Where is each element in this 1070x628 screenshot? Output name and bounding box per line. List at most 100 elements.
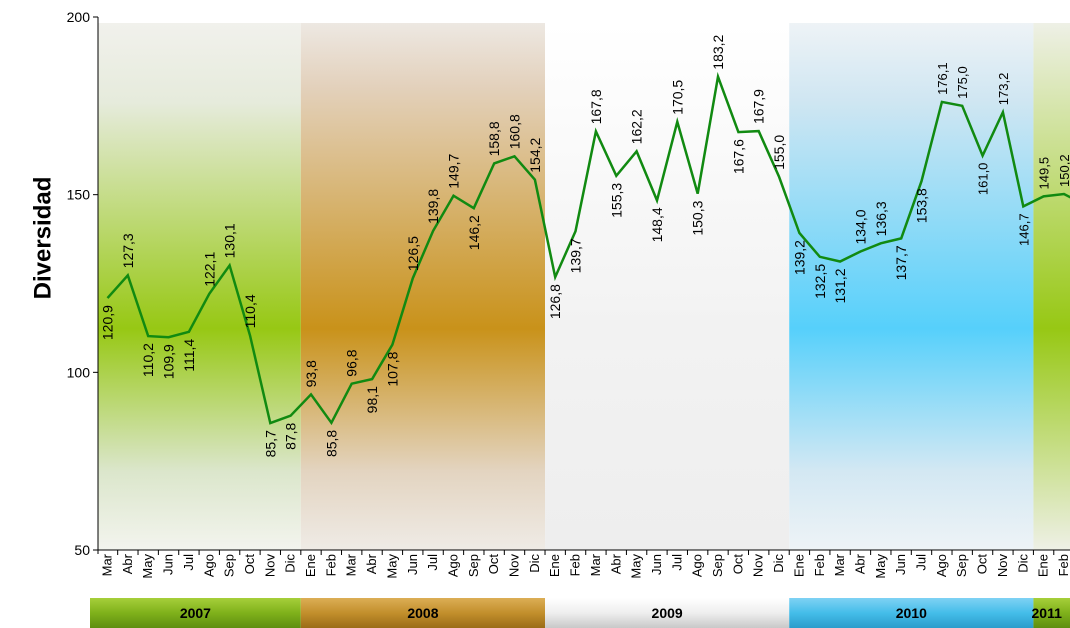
y-tick-label: 100 [67,364,91,380]
x-tick-label: Nov [751,554,766,578]
data-label: 170,5 [669,80,685,115]
data-label: 161,0 [976,163,991,196]
x-tick-label: Dic [1015,554,1030,573]
data-label: 120,9 [100,305,116,340]
y-tick-label: 150 [67,187,91,203]
data-label: 136,3 [873,201,889,236]
data-label: 167,8 [588,89,604,124]
x-tick-label: Feb [568,554,583,576]
x-tick-label: Nov [262,554,277,578]
data-label: 110,2 [140,343,156,377]
data-label: 139,7 [568,238,584,273]
x-tick-label: Abr [852,553,867,574]
x-tick-label: Ene [303,554,318,577]
series-diversidad [106,71,1070,426]
x-tick-label: Sep [222,554,237,577]
data-label: 155,3 [608,183,624,218]
x-tick-label: May [873,554,888,579]
x-tick-label: Sep [466,554,481,577]
data-label: 175,0 [955,66,970,99]
data-label: 98,1 [364,386,380,413]
year-label: 2008 [407,605,438,621]
x-tick-label: Ene [1036,554,1051,577]
data-label: 85,7 [262,430,278,457]
x-tick-label: Dic [527,554,542,573]
x-tick-label: Jun [161,554,176,575]
y-tick-label: 50 [74,542,90,558]
axes [94,17,1070,554]
data-label: 183,2 [710,34,726,69]
x-tick-label: May [140,554,155,579]
x-tick-label: Ene [547,554,562,577]
x-tick-label: Ago [201,554,216,577]
data-label: 109,9 [161,344,177,379]
data-label: 149,7 [445,153,461,188]
data-label: 167,6 [730,139,746,174]
x-tick-label: Mar [588,553,603,576]
data-label: 146,2 [466,215,482,250]
x-tick-label: Sep [710,554,725,577]
year-bar: 2007 2008 2009 2010 2011 [90,598,1070,628]
x-tick-label: Oct [242,554,257,575]
year-band-2009 [545,23,790,550]
x-tick-label: Dic [771,554,786,573]
data-label: 110,4 [242,294,258,328]
year-band-2007 [98,23,301,550]
year-band-2011 [1033,23,1070,550]
x-tick-label: Abr [120,553,135,574]
year-band-2010 [789,23,1034,550]
x-tick-label: Jun [649,554,664,575]
data-label: 96,8 [344,349,360,376]
data-label: 111,4 [181,339,197,372]
data-label: 176,1 [935,62,950,95]
x-tick-label: Mar [100,553,115,576]
year-segment-2008 [300,598,546,628]
year-segment-2010 [789,598,1034,628]
x-tick-label: Dic [283,554,298,573]
data-label: 87,8 [283,422,299,449]
x-tick-label: Sep [954,554,969,577]
data-label: 130,1 [222,223,238,258]
year-label: 2011 [1032,605,1063,621]
data-label: 122,1 [201,252,217,287]
data-label: 131,2 [832,268,848,303]
data-label: 167,9 [751,89,767,124]
x-tick-label: Feb [1056,554,1070,576]
x-axis-ticks: Mar Abr May Jun Jul Ago Sep Oct Nov Dic Ene Feb Mar A… [100,550,1070,579]
year-background-bands [98,23,1070,550]
x-tick-label: Jul [669,554,684,571]
data-label: 158,8 [486,121,502,156]
data-label: 155,0 [771,135,787,170]
x-tick-label: Ago [445,554,460,577]
x-tick-label: Nov [507,554,522,578]
data-label: 150,2 [1057,154,1070,187]
data-label: 139,8 [425,189,441,224]
data-label: 160,8 [507,114,523,149]
x-tick-label: Jul [425,554,440,571]
x-tick-label: Jun [405,554,420,575]
year-segment-2011 [1033,598,1070,628]
x-tick-label: Oct [486,554,501,575]
year-label: 2009 [652,605,683,621]
y-axis-label: Diversidad [29,177,56,300]
x-tick-label: May [629,554,644,579]
data-label: 162,2 [629,109,645,144]
x-tick-label: Ago [690,554,705,577]
x-tick-label: Jun [893,554,908,575]
data-label: 126,5 [405,236,421,271]
x-tick-label: Feb [812,554,827,576]
x-tick-label: May [384,554,399,579]
data-label: 85,8 [323,430,339,457]
x-tick-label: Oct [730,554,745,575]
year-segment-2009 [545,598,790,628]
y-axis-ticks: 50 100 150 200 [67,9,98,558]
data-label: 146,7 [1016,213,1031,246]
data-label: 150,3 [690,200,706,235]
year-label: 2010 [896,605,927,621]
data-label: 148,4 [649,207,665,242]
x-tick-label: Jul [181,554,196,571]
y-tick-label: 200 [67,9,91,25]
year-label: 2007 [180,605,211,621]
x-tick-label: Mar [344,553,359,576]
